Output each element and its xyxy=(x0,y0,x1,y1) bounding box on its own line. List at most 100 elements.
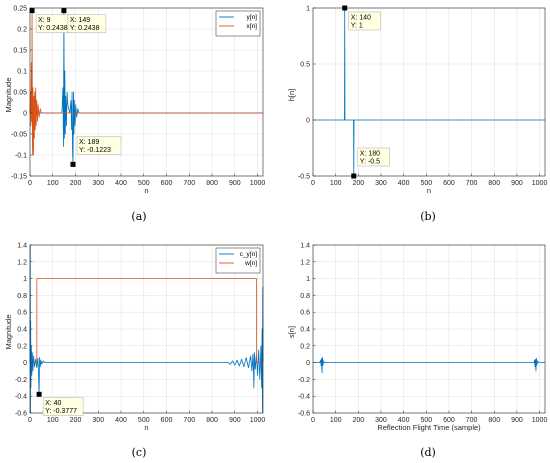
x-axis-label: n xyxy=(427,186,431,195)
y-axis-label: s[n] xyxy=(287,326,296,338)
datatip-x: X: 149 xyxy=(70,17,90,24)
x-tick-label: 500 xyxy=(138,417,150,424)
x-tick-label: 0 xyxy=(311,180,315,187)
x-tick-label: 900 xyxy=(229,180,241,187)
x-tick-label: 900 xyxy=(511,417,523,424)
y-tick-label: 0 xyxy=(306,360,310,367)
y-tick-label: 0.1 xyxy=(17,69,27,76)
datatip-marker xyxy=(61,8,67,14)
x-tick-label: 800 xyxy=(488,417,500,424)
legend-box xyxy=(215,247,261,274)
x-tick-label: 400 xyxy=(398,180,410,187)
panel-caption: (a) xyxy=(131,210,146,223)
y-tick-label: 0.2 xyxy=(17,343,27,350)
y-tick-label: -0.1 xyxy=(15,153,27,160)
y-tick-label: -0.6 xyxy=(298,411,310,418)
x-tick-label: 600 xyxy=(161,417,173,424)
x-tick-label: 1000 xyxy=(250,417,266,424)
x-tick-label: 1000 xyxy=(250,180,266,187)
panel-b: 0 100 200 300 400 500 600 700 800 900 1000-0.500.5… xyxy=(287,5,547,223)
x-tick-label: 500 xyxy=(420,417,432,424)
y-tick-label: 0.6 xyxy=(300,310,310,317)
x-tick-label: 400 xyxy=(115,180,127,187)
x-tick-label: 0 xyxy=(28,180,32,187)
x-axis-label: n xyxy=(144,423,148,432)
panel-d: 0 100 200 300 400 500 600 700 800 900 1000 -0.6 -0.4… xyxy=(287,243,547,460)
legend-label: x[n] xyxy=(247,23,258,30)
y-tick-label: 1.4 xyxy=(300,243,310,250)
datatip-x: X: 180 xyxy=(360,151,380,158)
y-tick-label: 0.05 xyxy=(13,90,27,97)
datatip-x: X: 140 xyxy=(351,15,371,22)
x-tick-label: 0 xyxy=(311,417,315,424)
y-axis-label: Magnitude xyxy=(4,314,13,349)
y-axis-label: h[n] xyxy=(287,89,296,102)
y-tick-label: 0.8 xyxy=(300,293,310,300)
x-tick-label: 200 xyxy=(352,417,364,424)
datatip-y: Y: 1 xyxy=(351,23,363,30)
x-tick-label: 100 xyxy=(330,417,342,424)
datatip-y: Y: 0.2438 xyxy=(70,25,100,32)
y-tick-label: -0.5 xyxy=(298,174,310,181)
x-axis-label: n xyxy=(144,186,148,195)
x-tick-label: 900 xyxy=(511,180,523,187)
datatip-marker xyxy=(36,391,42,397)
datatip-x: X: 9 xyxy=(38,17,51,24)
y-axis-label: Magnitude xyxy=(4,77,13,112)
datatip-box xyxy=(357,147,390,167)
y-tick-label: 0.8 xyxy=(17,293,27,300)
y-tick-label: -0.2 xyxy=(298,377,310,384)
y-tick-label: -0.2 xyxy=(15,377,27,384)
x-tick-label: 700 xyxy=(466,417,478,424)
y-tick-label: 1 xyxy=(23,276,27,283)
datatip-box xyxy=(67,14,107,33)
datatip-marker xyxy=(70,161,76,167)
x-tick-label: 1000 xyxy=(532,417,548,424)
datatip-x: X: 189 xyxy=(79,139,99,146)
datatip-marker xyxy=(351,173,357,179)
y-tick-label: 0.15 xyxy=(13,48,27,55)
legend-label: c_y[n] xyxy=(240,251,258,258)
datatip-x: X: 40 xyxy=(45,400,61,407)
x-tick-label: 500 xyxy=(138,180,150,187)
x-tick-label: 800 xyxy=(206,180,218,187)
y-tick-label: 0.4 xyxy=(300,327,310,334)
datatip-y: Y: 0.2438 xyxy=(38,25,68,32)
y-tick-label: 0.5 xyxy=(300,62,310,69)
series-line-1 xyxy=(30,10,263,165)
x-tick-label: 200 xyxy=(70,417,82,424)
x-tick-label: 100 xyxy=(47,417,59,424)
y-tick-label: 1.2 xyxy=(300,259,310,266)
x-tick-label: 600 xyxy=(161,180,173,187)
x-tick-label: 100 xyxy=(330,180,342,187)
x-tick-label: 700 xyxy=(183,180,195,187)
x-tick-label: 300 xyxy=(375,417,387,424)
panel-a: 0 100 200 300 400 500 600 700 800 900 1000 -0.15 -0.… xyxy=(4,6,265,224)
x-tick-label: 300 xyxy=(92,417,104,424)
x-tick-label: 500 xyxy=(420,180,432,187)
series-line-1 xyxy=(313,357,545,374)
legend-label: y[n] xyxy=(247,14,258,21)
y-tick-label: -0.4 xyxy=(298,394,310,401)
datatip-y: Y: -0.5 xyxy=(360,159,380,166)
datatip: X: 9Y: 0.2438 xyxy=(29,8,75,33)
x-tick-label: 600 xyxy=(443,417,455,424)
x-tick-label: 800 xyxy=(206,417,218,424)
x-tick-label: 300 xyxy=(92,180,104,187)
y-tick-label: 0.2 xyxy=(17,27,27,34)
x-tick-label: 700 xyxy=(466,180,478,187)
datatip-marker xyxy=(342,5,348,11)
series-line-1 xyxy=(313,7,545,177)
x-tick-label: 0 xyxy=(28,417,32,424)
datatip-box xyxy=(76,136,122,155)
y-tick-label: 0 xyxy=(306,118,310,125)
datatip: X: 40Y: -0.3777 xyxy=(36,391,84,416)
y-tick-label: 1 xyxy=(306,6,310,13)
y-tick-label: -0.6 xyxy=(15,411,27,418)
x-tick-label: 800 xyxy=(488,180,500,187)
x-tick-label: 900 xyxy=(229,417,241,424)
